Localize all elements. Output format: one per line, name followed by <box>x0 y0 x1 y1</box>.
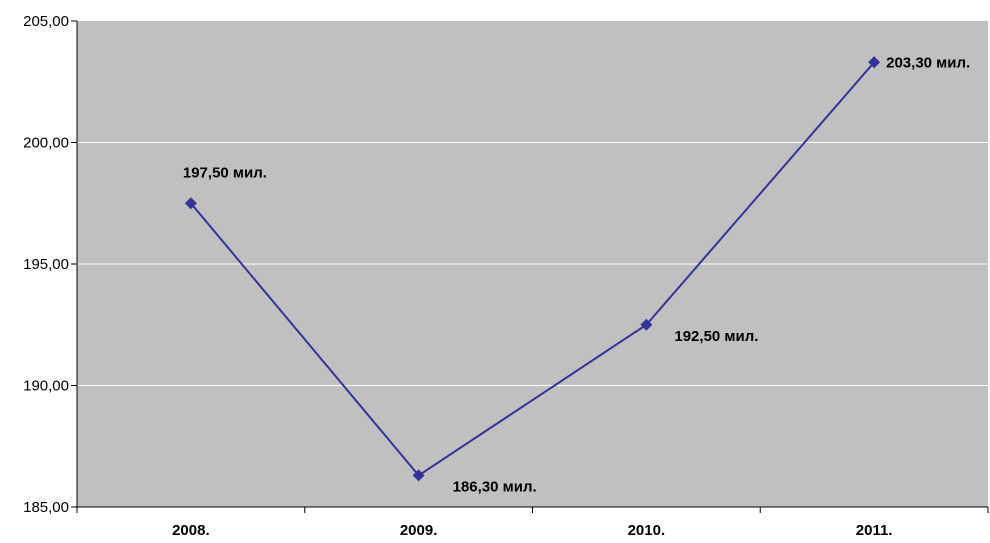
data-point-marker <box>868 56 881 69</box>
y-tick-label: 205,00 <box>23 13 69 30</box>
data-point-marker <box>184 197 197 210</box>
y-axis-ticks: 185,00 190,00 195,00 200,00 205,00 <box>23 13 77 516</box>
data-labels: 197,50 мил. 186,30 мил. 192,50 мил. 203,30 … <box>183 54 970 495</box>
gridlines <box>77 142 988 386</box>
data-label: 197,50 мил. <box>183 164 267 181</box>
y-tick-label: 190,00 <box>23 378 69 395</box>
series-markers <box>184 56 881 482</box>
data-point-marker <box>412 469 425 482</box>
x-tick-label: 2009. <box>400 522 438 539</box>
data-label: 186,30 мил. <box>453 478 537 495</box>
x-tick-label: 2011. <box>856 522 893 539</box>
data-label: 192,50 мил. <box>674 328 758 345</box>
series-line <box>190 61 875 477</box>
y-tick-label: 195,00 <box>23 256 69 273</box>
x-tick-label: 2008. <box>172 522 210 539</box>
x-axis-ticks: 2008. 2009. 2010. 2011. <box>76 507 989 539</box>
y-tick-label: 200,00 <box>23 135 69 152</box>
x-tick-label: 2010. <box>628 522 666 539</box>
y-tick-label: 185,00 <box>23 499 69 516</box>
data-point-marker <box>640 318 653 331</box>
data-label: 203,30 мил. <box>886 54 970 71</box>
